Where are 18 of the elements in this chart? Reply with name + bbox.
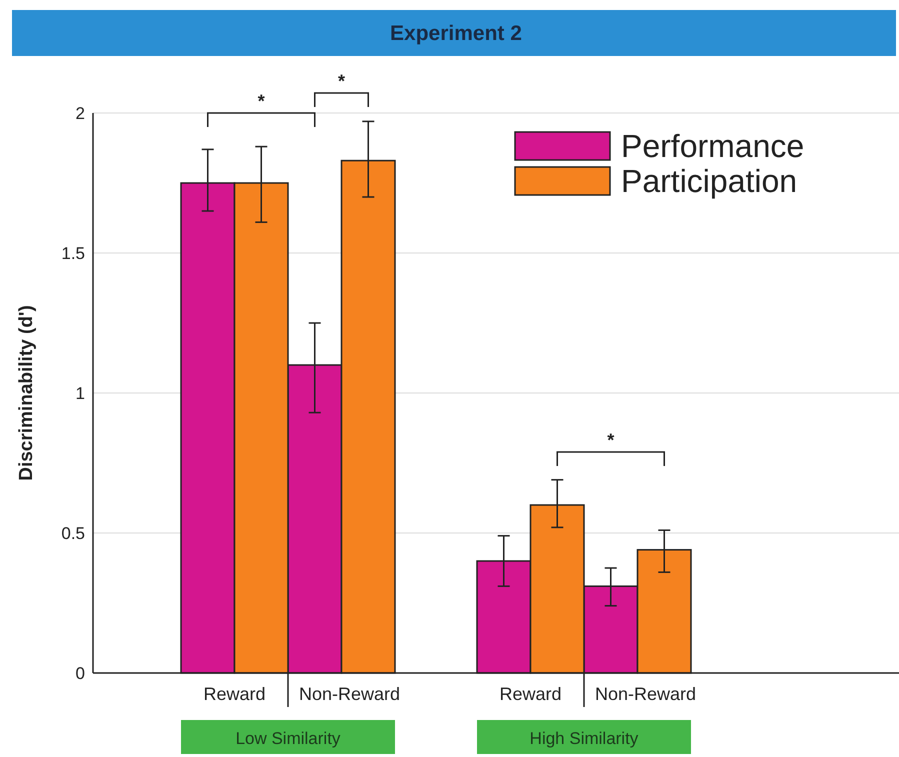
x-tick-label: Reward	[499, 684, 562, 704]
y-axis-title: Discriminability (d')	[16, 305, 37, 481]
y-tick-label: 0.5	[61, 524, 85, 543]
y-tick-label: 0	[76, 664, 85, 683]
x-tick-label: Non-Reward	[594, 684, 696, 704]
x-tick-label: Reward	[203, 684, 266, 704]
chart-title: Experiment 2	[390, 22, 522, 45]
text: Low Similarity	[236, 729, 341, 748]
annotation: *	[607, 430, 614, 450]
y-tick-label: 2	[76, 104, 85, 123]
text: *	[258, 91, 265, 111]
y-tick-label: 1	[76, 384, 85, 403]
y-tick-label: 1.5	[61, 244, 85, 263]
legend-label: Performance	[621, 128, 804, 164]
text: *	[338, 71, 346, 91]
text: High Similarity	[530, 729, 639, 748]
x-tick-label: Non-Reward	[298, 684, 400, 704]
legend-label: Participation	[621, 163, 798, 199]
